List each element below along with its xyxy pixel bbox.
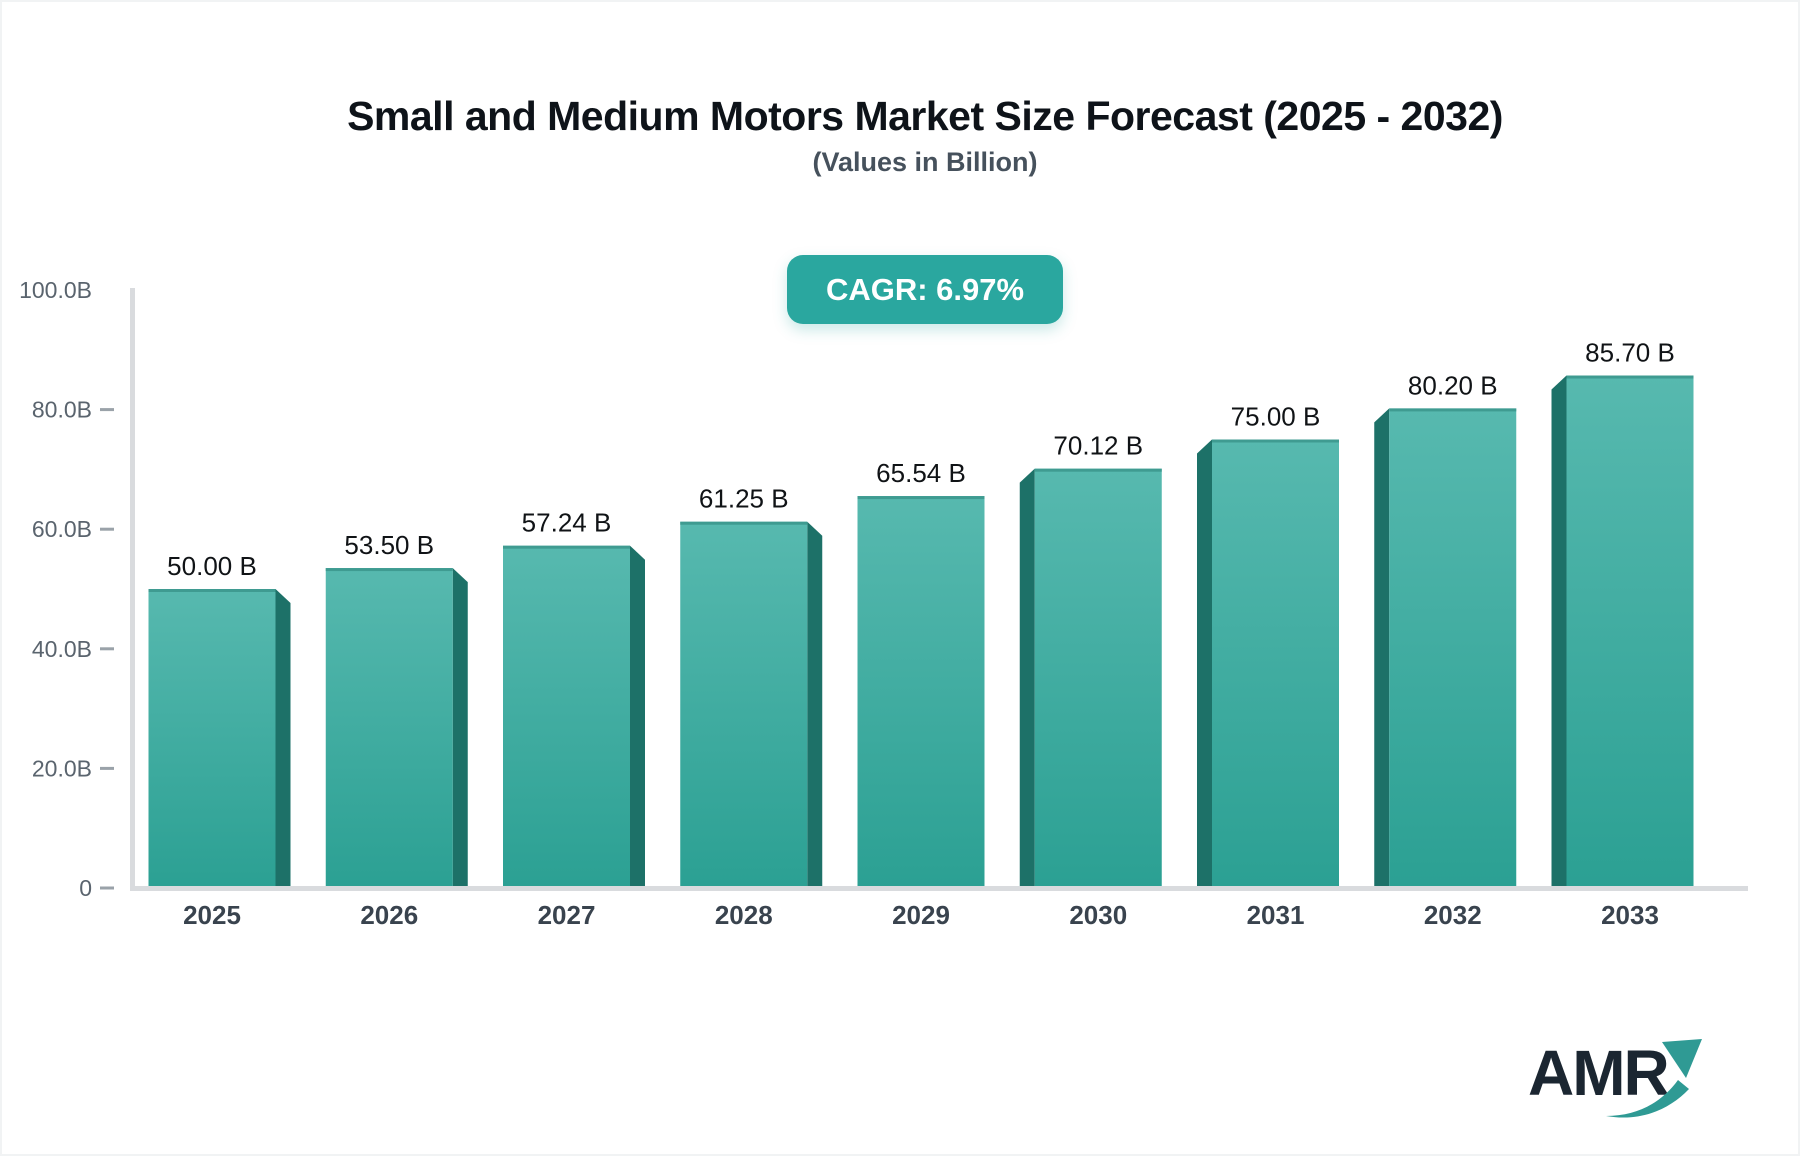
bar-top-edge <box>1389 408 1517 412</box>
x-axis-year-label: 2030 <box>1069 900 1127 930</box>
growth-arrow-icon <box>1606 1039 1702 1118</box>
bar-front-face <box>148 589 276 889</box>
bar-side-face <box>1374 408 1390 889</box>
y-axis-tick-dash <box>100 766 114 770</box>
bar-front-face <box>1389 408 1517 889</box>
bar-2026: 53.50 B 2026 <box>325 530 468 930</box>
bar-value-label: 61.25 B <box>699 484 789 514</box>
bar-top-edge <box>857 496 985 500</box>
y-axis-tick-dash <box>100 527 114 531</box>
bar-side-face <box>275 589 291 889</box>
chart-title: Small and Medium Motors Market Size Fore… <box>347 93 1503 139</box>
bar-side-face <box>452 568 468 889</box>
bar-value-label: 53.50 B <box>344 530 434 560</box>
bar-value-label: 70.12 B <box>1053 431 1143 461</box>
chart-subtitle: (Values in Billion) <box>812 147 1038 177</box>
bar-front-face <box>1212 439 1339 889</box>
bar-top-edge <box>503 545 630 549</box>
x-axis-year-label: 2028 <box>715 900 773 930</box>
x-axis-year-label: 2029 <box>892 900 950 930</box>
y-axis-tick-label: 0 <box>79 875 92 901</box>
bar-value-label: 65.54 B <box>876 458 966 488</box>
bar-value-label: 50.00 B <box>167 551 257 581</box>
y-axis-tick-dash <box>100 408 114 412</box>
bar-2025: 50.00 B 2025 <box>148 551 291 930</box>
x-axis-year-label: 2032 <box>1424 900 1482 930</box>
cagr-badge: CAGR: 6.97% <box>787 255 1063 324</box>
bar-front-face <box>503 545 630 889</box>
y-axis-tick-label: 100.0B <box>19 277 92 303</box>
x-axis-year-label: 2026 <box>360 900 418 930</box>
y-axis-tick-label: 60.0B <box>32 516 92 542</box>
bar-2033: 85.70 B 2033 <box>1551 338 1694 930</box>
bar-value-label: 85.70 B <box>1585 338 1675 368</box>
y-axis-tick-label: 20.0B <box>32 755 92 781</box>
bar-side-face <box>807 521 823 889</box>
bar-side-face <box>1019 468 1035 889</box>
y-axis-line <box>130 288 135 891</box>
bar-front-face <box>857 496 985 889</box>
bar-2029: 65.54 B 2029 <box>857 458 985 930</box>
bar-front-face <box>1566 375 1694 889</box>
bar-2030: 70.12 B 2030 <box>1019 431 1162 930</box>
bar-side-face <box>1197 439 1212 889</box>
bar-top-edge <box>148 589 276 592</box>
x-axis-year-label: 2033 <box>1601 900 1659 930</box>
bar-2031: 75.00 B 2031 <box>1197 402 1339 930</box>
bar-front-face <box>325 568 453 889</box>
x-axis-year-label: 2031 <box>1247 900 1305 930</box>
x-axis-year-label: 2027 <box>538 900 596 930</box>
bar-front-face <box>680 521 808 889</box>
bar-value-label: 57.24 B <box>522 508 612 538</box>
y-axis-tick-dash <box>100 886 114 890</box>
bar-top-edge <box>1212 439 1339 443</box>
bar-front-face <box>1034 468 1162 889</box>
x-axis-year-label: 2025 <box>183 900 241 930</box>
bar-side-face <box>630 545 645 889</box>
y-axis-tick-label: 40.0B <box>32 636 92 662</box>
y-axis-tick-label: 80.0B <box>32 397 92 423</box>
cagr-badge-label: CAGR: 6.97% <box>825 271 1025 307</box>
y-axis-tick-dash <box>100 647 114 651</box>
bar-side-face <box>1551 375 1567 889</box>
x-axis-line <box>130 886 1748 891</box>
amr-logo: AMR <box>1528 1030 1718 1130</box>
bar-top-edge <box>1034 468 1162 472</box>
bar-2032: 80.20 B 2032 <box>1374 370 1517 930</box>
bar-top-edge <box>325 568 453 572</box>
amr-logo-text: AMR <box>1528 1037 1670 1109</box>
bar-2028: 61.25 B 2028 <box>680 484 823 930</box>
bar-top-edge <box>1566 375 1694 379</box>
bar-value-label: 80.20 B <box>1408 370 1498 400</box>
bar-2027: 57.24 B 2027 <box>503 508 645 930</box>
bar-top-edge <box>680 521 808 525</box>
bar-value-label: 75.00 B <box>1231 402 1321 432</box>
